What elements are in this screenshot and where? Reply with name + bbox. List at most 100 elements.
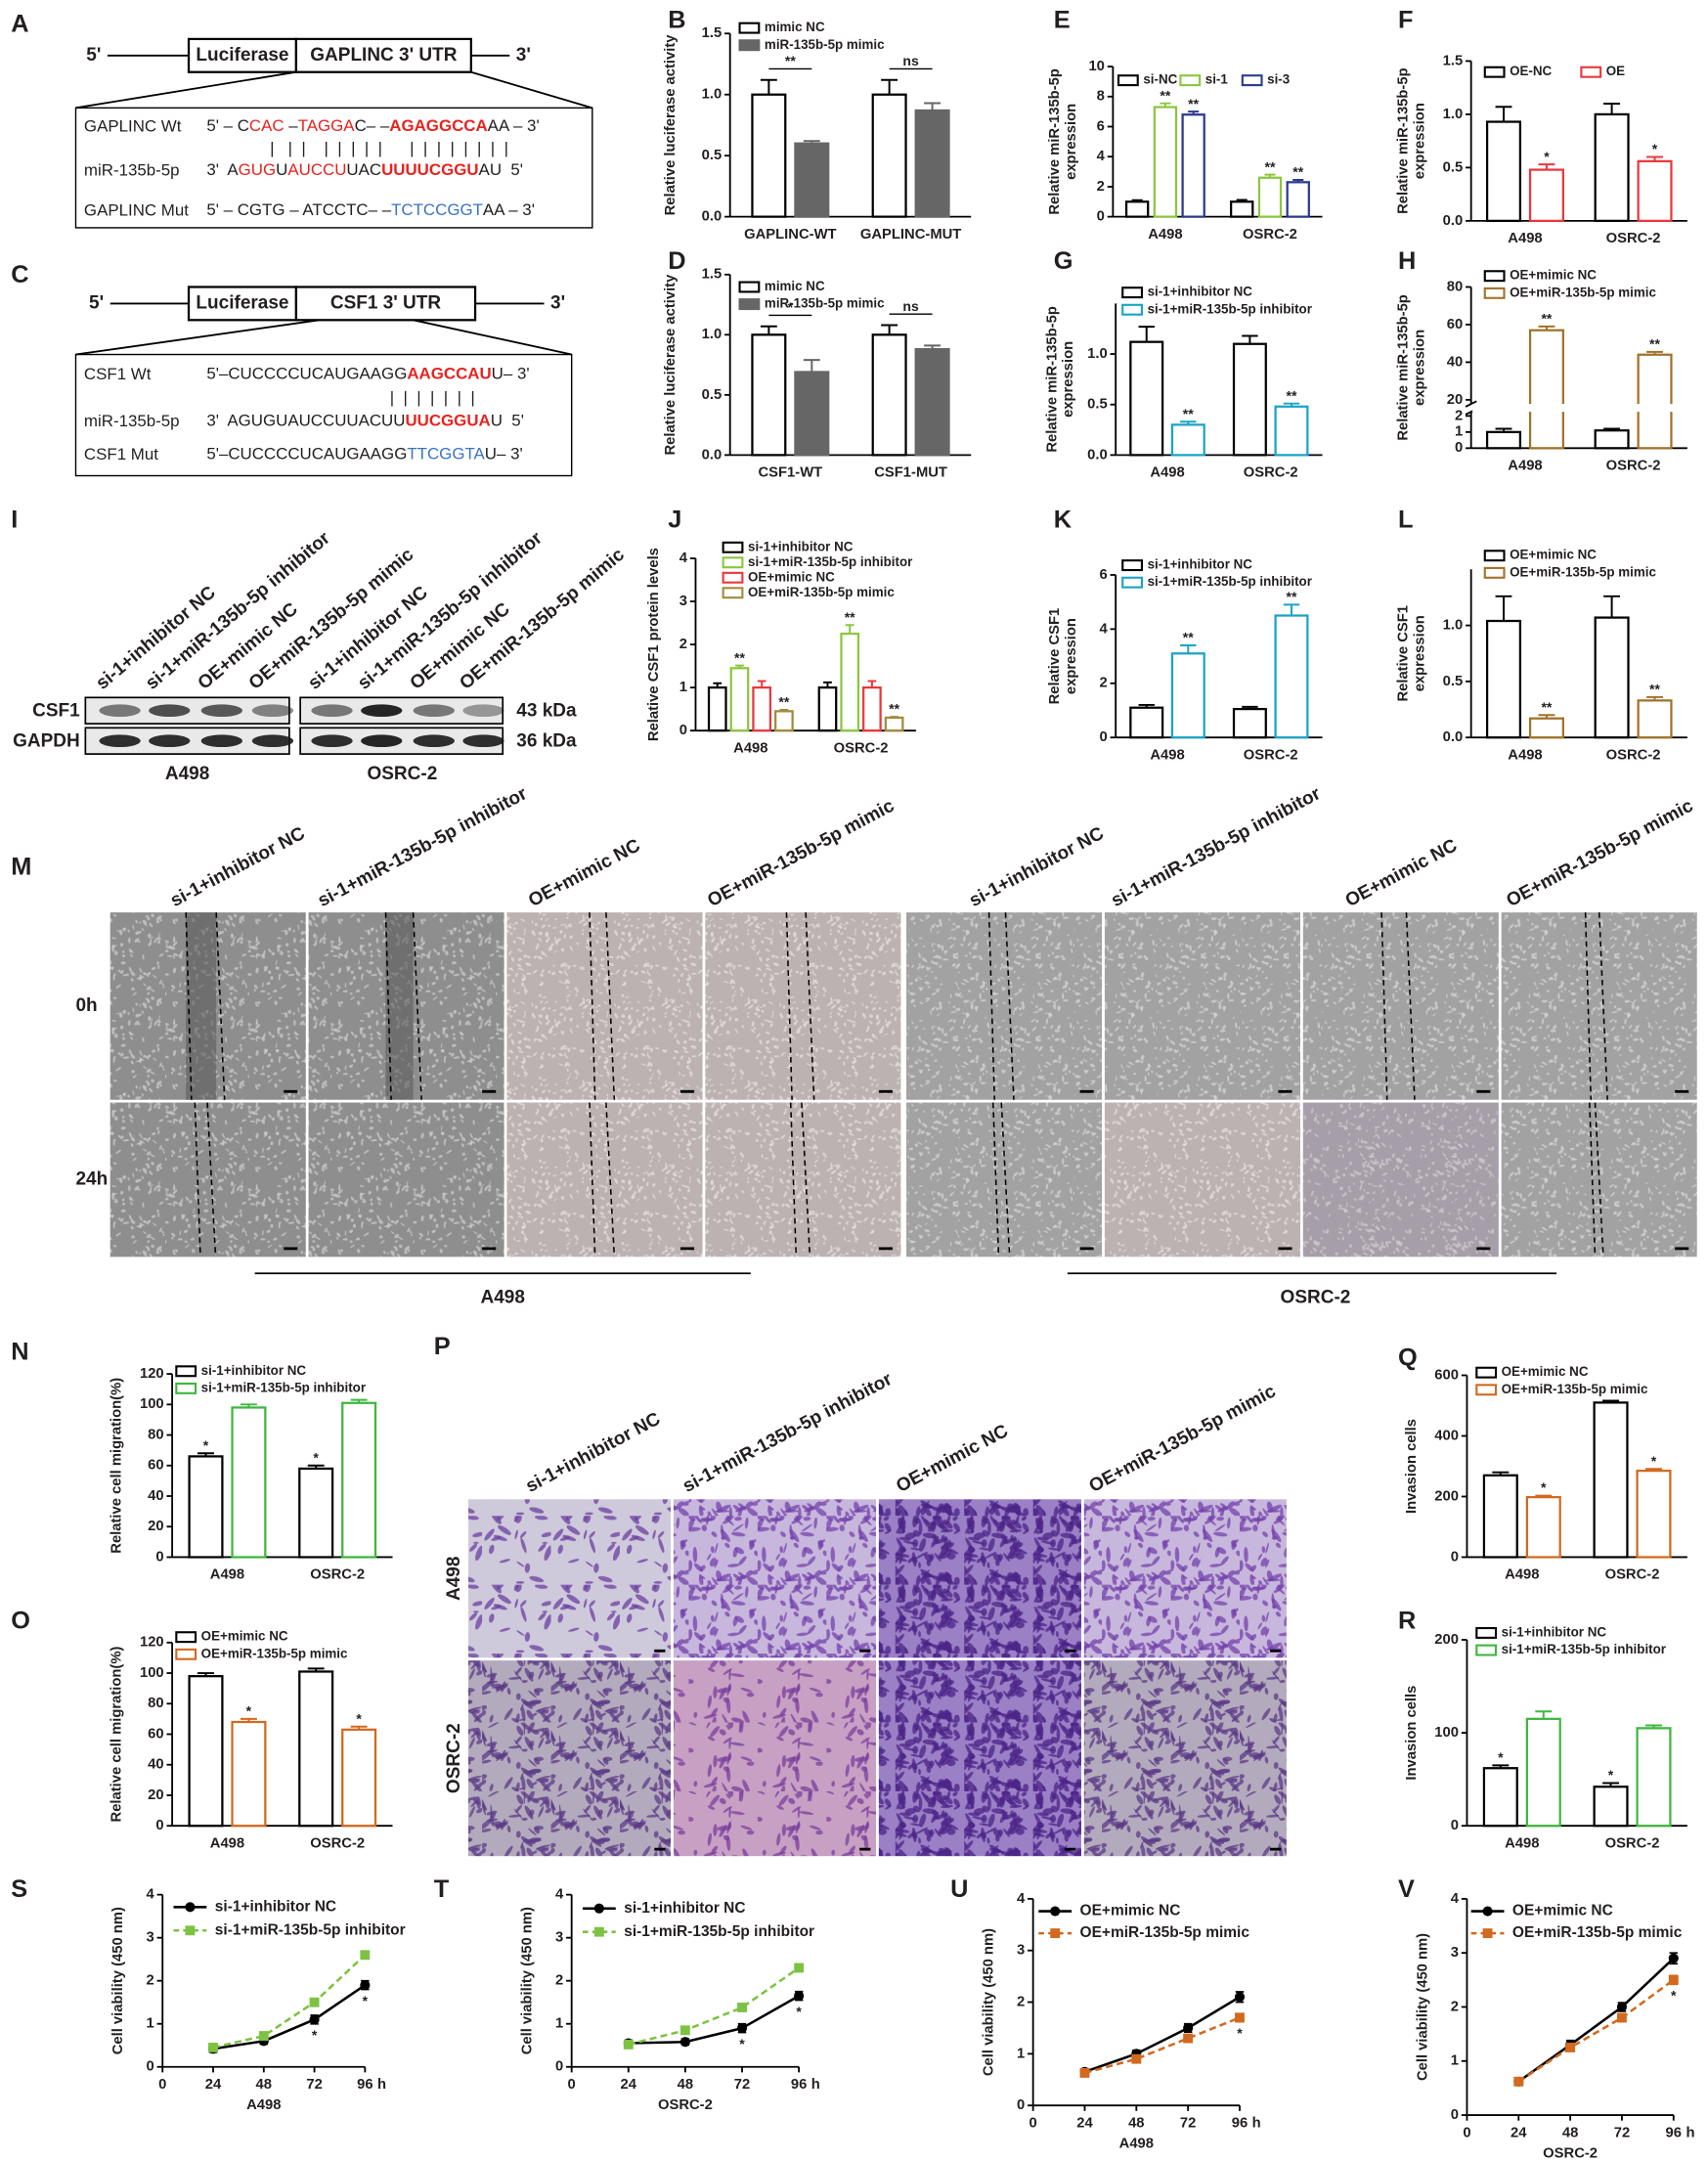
micrograph xyxy=(109,1102,306,1257)
legend-swatch xyxy=(1475,1384,1498,1396)
y-tick-label: 0.5 xyxy=(1443,159,1464,175)
series-line xyxy=(212,1984,367,2051)
sequence-segment: AA – 3' xyxy=(488,117,540,136)
x-tick-label: OSRC-2 xyxy=(310,1835,365,1851)
row-label: CSF1 xyxy=(32,700,80,721)
error-bar xyxy=(1242,334,1258,344)
x-tick-label: 48 xyxy=(1562,2125,1578,2140)
sequence-segment: UAC xyxy=(346,161,381,180)
y-tick-label: 2 xyxy=(1451,1999,1459,2014)
y-tick-label: 8 xyxy=(1097,89,1105,105)
error-bar xyxy=(1492,1764,1510,1769)
y-tick-label: 200 xyxy=(1434,1488,1459,1504)
legend-label: OE+mimic NC xyxy=(1502,1364,1589,1379)
bar xyxy=(1594,112,1630,222)
y-axis-label: Relative miR-135b-5p xyxy=(1047,68,1063,215)
zoom-line xyxy=(470,70,593,110)
sequence-segment: AGAGGCCA xyxy=(389,117,487,136)
y-axis-label: expression xyxy=(1061,341,1076,418)
marker xyxy=(185,1902,196,1913)
legend-label: OE+mimic NC xyxy=(201,1629,288,1644)
micrograph xyxy=(673,1499,877,1658)
bar xyxy=(1637,159,1673,222)
micrograph xyxy=(673,1660,877,1857)
bar xyxy=(1528,168,1564,222)
error-bar xyxy=(1646,155,1664,161)
y-tick-label: 20 xyxy=(148,1787,163,1803)
bracket-label: ns xyxy=(902,298,919,314)
significance: ** xyxy=(1541,699,1552,715)
wound-edge xyxy=(1380,912,1388,1100)
marker xyxy=(258,2031,269,2041)
panel-letter: R xyxy=(1398,1607,1416,1634)
legend-swatch xyxy=(722,556,744,569)
group-label: A498 xyxy=(165,764,209,784)
wound-edge xyxy=(1584,912,1593,1100)
legend-label: OE-NC xyxy=(1510,64,1552,78)
panel-letter: I xyxy=(11,507,18,534)
bar xyxy=(914,109,950,218)
wound-edge xyxy=(785,912,793,1100)
y-tick-label: 0.5 xyxy=(702,148,723,163)
bar xyxy=(231,1406,267,1559)
y-tick-label: 0.5 xyxy=(702,387,723,403)
y-axis-label: expression xyxy=(1064,104,1079,180)
bar xyxy=(1232,707,1267,739)
error-bar xyxy=(1535,1494,1553,1498)
legend-label: si-1+inhibitor NC xyxy=(748,539,854,553)
x-tick-label: A498 xyxy=(1508,747,1542,763)
bar xyxy=(1232,342,1267,457)
error-bar xyxy=(1242,705,1258,710)
y-tick-label: 1.0 xyxy=(702,327,723,342)
x-tick-label: OSRC-2 xyxy=(1605,1835,1660,1851)
y-tick-label: 0.0 xyxy=(1443,729,1464,745)
marker xyxy=(360,1980,371,1991)
sequence-segment: TCTCCGGT xyxy=(391,200,483,219)
bar xyxy=(1485,430,1522,450)
significance: * xyxy=(246,1703,252,1719)
significance: * xyxy=(363,1993,369,2008)
sequence-segment: 3' A xyxy=(206,161,239,180)
marker xyxy=(1565,2043,1576,2052)
legend-label: OE+mimic NC xyxy=(1512,1903,1613,1919)
error-bar xyxy=(1538,714,1555,719)
y-tick-label: 0 xyxy=(1097,209,1105,225)
error-bar xyxy=(197,1672,214,1677)
error-bar xyxy=(350,1725,368,1730)
error-bar xyxy=(803,140,820,144)
y-tick-label: 2 xyxy=(679,637,687,652)
error-bar xyxy=(350,1398,368,1403)
significance: * xyxy=(203,1437,209,1453)
legend-label: si-1+miR-135b-5p inhibitor xyxy=(748,554,912,569)
legend-swatch xyxy=(1483,550,1506,562)
panel-letter: B xyxy=(668,6,685,33)
legend-label: OE+miR-135b-5p mimic xyxy=(1502,1382,1648,1396)
legend-label: si-1+inhibitor NC xyxy=(624,1900,745,1917)
error-bar xyxy=(307,1464,325,1469)
y-tick-label: 0 xyxy=(1455,440,1463,456)
y-axis-label: Invasion cells xyxy=(1404,1419,1420,1514)
panel-letter: H xyxy=(1398,247,1416,275)
y-tick-label: 0.0 xyxy=(702,447,723,463)
panel-letter: O xyxy=(11,1607,30,1634)
wound-edge xyxy=(805,912,815,1100)
error-bar xyxy=(890,716,898,719)
legend-swatch xyxy=(1179,74,1202,87)
significance: * xyxy=(1544,149,1550,164)
bar xyxy=(751,333,787,457)
error-bar xyxy=(1535,1710,1553,1719)
x-tick-label: 96 xyxy=(791,2077,807,2093)
significance: ** xyxy=(734,649,745,665)
error-bar xyxy=(1538,325,1555,331)
marker xyxy=(1616,2002,1628,2012)
legend-swatch xyxy=(738,281,761,293)
panel-letter: Q xyxy=(1398,1344,1418,1371)
bracket-label: ** xyxy=(785,53,796,68)
y-tick-label: 4 xyxy=(555,1887,564,1903)
band xyxy=(413,704,455,718)
panel-letter: V xyxy=(1398,1875,1415,1903)
marker xyxy=(1183,2033,1194,2044)
panel-letter: E xyxy=(1054,6,1071,33)
y-tick-label: 6 xyxy=(1099,567,1107,583)
bar xyxy=(707,685,727,732)
